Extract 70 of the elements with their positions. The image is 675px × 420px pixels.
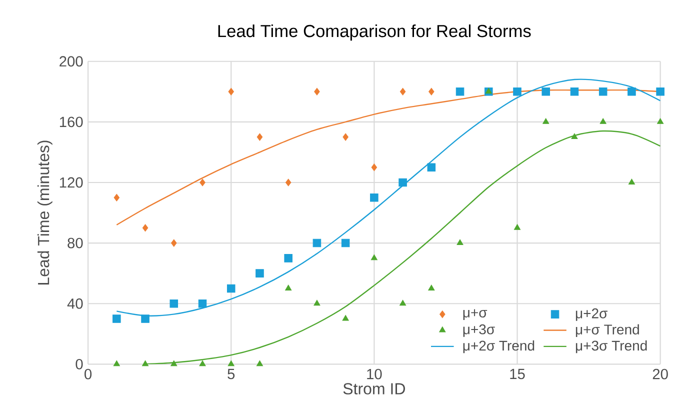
y-axis-title: Lead Time (minutes): [37, 140, 52, 284]
point: [656, 87, 664, 96]
point: [228, 88, 234, 96]
point: [628, 87, 636, 96]
x-tick-label: 0: [84, 368, 92, 380]
legend-label: μ+σ Trend: [576, 324, 639, 337]
point: [170, 299, 178, 308]
y-tick-label: 200: [60, 56, 83, 66]
point: [314, 300, 320, 306]
point: [370, 193, 378, 202]
point: [141, 314, 150, 323]
point: [285, 178, 292, 186]
point: [513, 87, 522, 96]
point: [200, 178, 206, 186]
point: [342, 133, 348, 141]
point: [314, 88, 320, 96]
point: [142, 360, 149, 366]
point: [114, 194, 120, 202]
point: [199, 360, 206, 366]
x-axis-title: Strom ID: [343, 383, 405, 394]
point: [371, 164, 378, 171]
point: [226, 284, 236, 293]
point: [456, 239, 464, 245]
point: [142, 224, 148, 232]
point: [198, 299, 207, 308]
legend-label: μ+3σ Trend: [576, 340, 647, 354]
point: [428, 284, 435, 290]
point: [341, 238, 350, 248]
point: [285, 284, 292, 290]
point: [398, 178, 407, 187]
point: [400, 88, 406, 96]
y-tick-label: 80: [68, 238, 83, 248]
point: [400, 300, 406, 306]
point: [312, 238, 322, 248]
point: [598, 87, 608, 96]
point: [342, 314, 349, 321]
y-tick-label: 120: [60, 177, 83, 188]
point: [600, 118, 606, 124]
point: [170, 360, 178, 366]
legend-label: μ+3σ: [463, 324, 495, 337]
point: [542, 118, 550, 124]
y-tick-label: 0: [76, 358, 83, 370]
x-tick-label: 15: [510, 368, 525, 380]
point: [514, 224, 521, 230]
point: [456, 87, 464, 96]
point: [228, 360, 234, 366]
point: [628, 178, 635, 184]
point: [112, 314, 121, 323]
legend-label: μ+2σ: [576, 308, 608, 321]
x-tick-label: 20: [652, 368, 668, 380]
point: [571, 133, 578, 139]
x-tick-label: 5: [228, 368, 235, 380]
point: [171, 239, 177, 247]
legend-label: μ+2σ Trend: [463, 340, 534, 354]
x-tick-label: 10: [367, 368, 382, 380]
chart-title: Lead Time Comaparison for Real Storms: [218, 24, 531, 41]
point: [370, 254, 378, 260]
point: [113, 360, 120, 366]
point: [542, 87, 550, 96]
point: [284, 254, 292, 262]
point: [428, 88, 434, 96]
point: [657, 118, 664, 124]
y-tick-label: 40: [67, 298, 83, 309]
point: [427, 163, 436, 172]
point: [256, 360, 264, 366]
point: [256, 269, 264, 278]
point: [256, 133, 263, 141]
point: [570, 87, 579, 96]
legend-label: μ+σ: [463, 309, 488, 320]
y-tick-label: 160: [60, 116, 83, 128]
